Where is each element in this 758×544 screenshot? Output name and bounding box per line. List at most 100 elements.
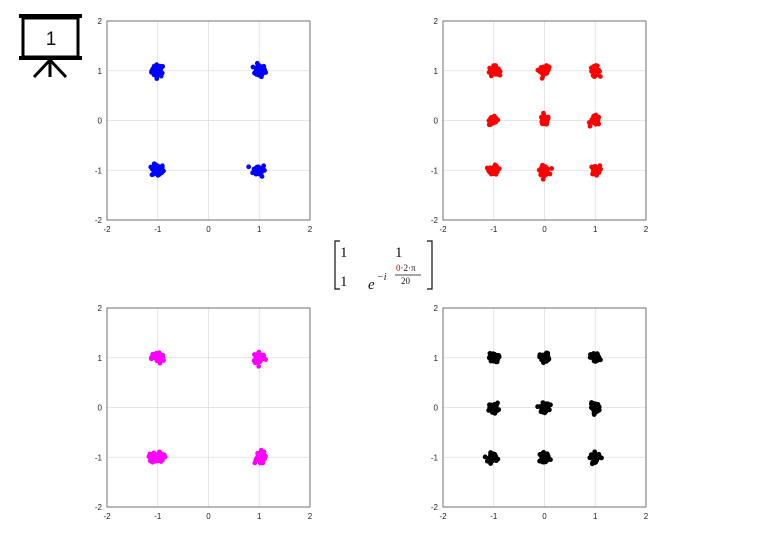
y-tick-label: -1: [95, 453, 103, 462]
point-cluster: [486, 63, 503, 79]
point-cluster: [149, 62, 166, 81]
data-point: [156, 357, 162, 363]
data-point: [592, 460, 598, 465]
y-tick-label: 1: [98, 67, 103, 76]
point-cluster: [486, 351, 502, 365]
slide-number: 1: [46, 29, 57, 50]
x-tick-label: -1: [154, 225, 162, 234]
scatter-plot-blue: -2 -1 0 1 2 -2 -1 0 1 2: [95, 17, 313, 234]
x-tick-label: -2: [103, 225, 111, 234]
point-cluster: [587, 449, 604, 467]
data-point: [258, 168, 264, 173]
data-point: [155, 65, 161, 71]
matrix-exp-prefix: −i: [377, 272, 387, 283]
data-point: [540, 167, 546, 173]
data-point: [487, 402, 492, 408]
y-tick-label: 1: [434, 354, 439, 363]
point-cluster: [251, 349, 269, 369]
point-cluster: [537, 350, 552, 366]
x-tick-label: -2: [439, 512, 447, 521]
y-tick-label: 0: [434, 404, 439, 413]
data-point: [595, 69, 600, 75]
data-point: [595, 401, 601, 407]
data-point: [256, 63, 262, 69]
data-point: [150, 68, 155, 74]
x-tick-label: 0: [206, 225, 211, 234]
matrix-entry-r1c2: 1: [395, 245, 403, 261]
data-point: [594, 63, 600, 69]
matrix-exp-numerator: 0·2·π: [396, 263, 416, 273]
point-cluster: [587, 351, 603, 364]
data-point: [147, 451, 153, 457]
point-cluster: [482, 450, 501, 466]
data-point: [494, 358, 500, 364]
y-tick-label: 1: [98, 354, 103, 363]
data-point: [154, 69, 160, 75]
data-point: [257, 450, 262, 456]
x-tick-label: 1: [593, 512, 598, 521]
matrix-entry-r1c1: 1: [340, 245, 348, 261]
data-point: [542, 410, 548, 416]
data-point: [597, 163, 603, 169]
x-tick-label: 1: [257, 512, 262, 521]
point-cluster: [589, 163, 603, 178]
data-point: [544, 350, 549, 356]
point-cluster: [486, 400, 502, 416]
data-point: [549, 166, 555, 171]
data-point: [486, 355, 492, 361]
data-point: [253, 360, 258, 366]
data-point: [597, 74, 603, 79]
point-cluster: [486, 113, 501, 128]
data-point: [486, 118, 492, 124]
scatter-plot-magenta: -2 -1 0 1 2 -2 -1 0 1 2: [95, 304, 313, 521]
point-cluster: [588, 63, 603, 80]
y-tick-label: 2: [98, 304, 103, 313]
data-point: [492, 117, 497, 123]
data-point: [544, 458, 549, 464]
point-cluster: [484, 162, 502, 177]
matrix-exp-base: e: [368, 277, 375, 293]
data-point: [542, 453, 547, 459]
x-tick-label: 1: [257, 225, 262, 234]
data-point: [497, 68, 503, 74]
data-point: [540, 162, 545, 168]
x-tick-label: 2: [308, 225, 313, 234]
y-tick-label: 0: [98, 117, 103, 126]
data-point: [156, 166, 162, 172]
y-tick-label: -2: [431, 503, 439, 512]
data-point: [495, 71, 500, 77]
data-point: [156, 351, 162, 357]
data-point: [493, 402, 499, 408]
point-cluster: [146, 449, 168, 465]
y-tick-label: -1: [431, 453, 439, 462]
x-tick-label: -2: [439, 225, 447, 234]
data-point: [540, 176, 546, 182]
plot-frame: [442, 307, 647, 508]
data-point: [590, 355, 596, 360]
data-point: [591, 410, 597, 416]
point-cluster: [538, 110, 551, 127]
y-tick-label: 0: [434, 117, 439, 126]
y-tick-label: 1: [434, 67, 439, 76]
point-cluster: [250, 60, 269, 80]
data-point: [261, 65, 267, 71]
scatter-plot-red: -2 -1 0 1 2 -2 -1 0 1 2: [431, 17, 649, 234]
data-point: [151, 167, 156, 172]
data-point: [543, 116, 549, 122]
data-point: [259, 174, 265, 179]
data-point: [261, 163, 267, 169]
data-point: [589, 405, 595, 411]
data-point: [486, 69, 492, 75]
point-cluster: [535, 63, 552, 81]
matrix-exp-denominator: 20: [401, 276, 411, 286]
data-point: [538, 114, 544, 120]
right-bracket: [427, 240, 433, 290]
matrix-exp-numerator-highlight: 0: [396, 263, 401, 273]
data-point: [595, 453, 601, 459]
point-cluster: [246, 163, 267, 179]
left-bracket: [334, 240, 340, 290]
point-cluster: [586, 112, 602, 129]
data-point: [593, 164, 599, 169]
x-tick-label: 0: [542, 512, 547, 521]
